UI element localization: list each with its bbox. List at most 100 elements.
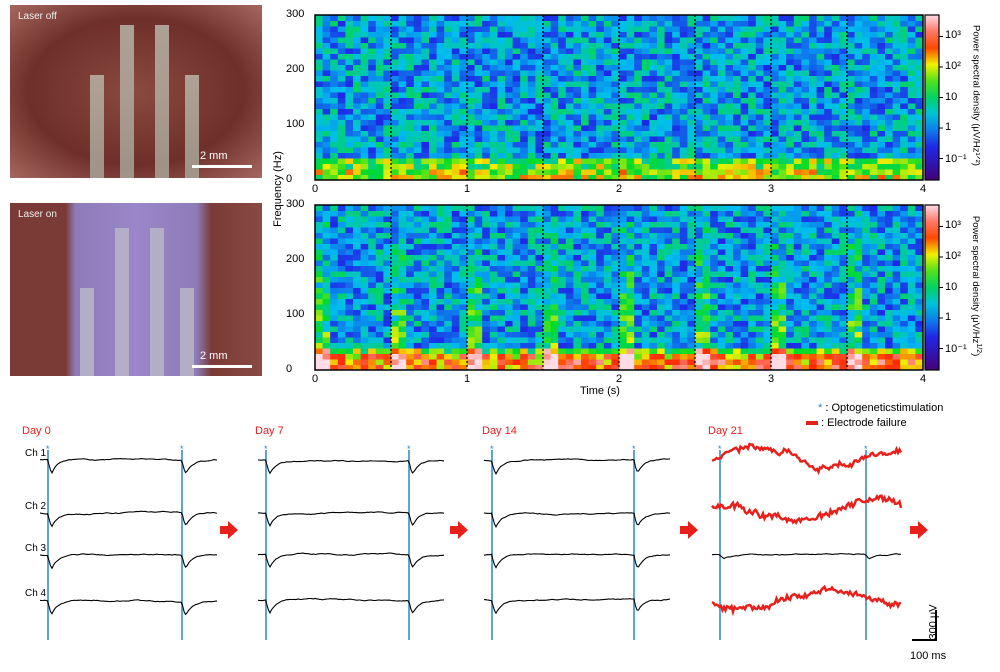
spectrogram-cell	[657, 364, 666, 371]
spectrogram-cell	[809, 119, 818, 126]
spectrogram-cell	[885, 271, 894, 277]
spectrogram-cell	[406, 320, 415, 327]
spectrogram-cell	[497, 326, 506, 332]
spectrogram-cell	[695, 81, 704, 87]
spectrogram-cell	[535, 282, 544, 288]
spectrogram-cell	[801, 271, 810, 277]
spectrogram-cell	[862, 70, 871, 76]
spectrogram-cell	[444, 293, 453, 299]
spectrogram-cell	[717, 238, 726, 244]
spectrogram-cell	[565, 53, 574, 60]
spectrogram-cell	[869, 31, 878, 38]
spectrogram-cell	[436, 81, 445, 87]
spectrogram-cell	[824, 254, 833, 261]
spectrogram-cell	[824, 152, 833, 159]
spectrogram-cell	[512, 15, 521, 21]
spectrogram-cell	[429, 48, 438, 54]
spectrogram-cell	[679, 130, 688, 137]
spectrogram-cell	[862, 136, 871, 142]
spectrogram-cell	[687, 141, 696, 148]
spectrogram-cell	[573, 141, 582, 148]
spectrogram-cell	[459, 205, 468, 211]
spectrogram-cell	[657, 227, 666, 233]
spectrogram-cell	[474, 276, 483, 283]
spectrogram-cell	[322, 293, 331, 299]
spectrogram-cell	[847, 337, 856, 343]
spectrogram-cell	[383, 20, 392, 27]
spectrogram-cell	[869, 15, 878, 21]
spectrogram-cell	[429, 326, 438, 332]
spectrogram-cell	[550, 331, 559, 338]
spectrogram-cell	[451, 337, 460, 343]
spectrogram-cell	[907, 70, 916, 76]
spectrogram-cell	[451, 31, 460, 38]
spectrogram-cell	[550, 64, 559, 71]
spectrogram-cell	[664, 130, 673, 137]
spectrogram-cell	[900, 249, 909, 255]
spectrogram-cell	[573, 158, 582, 164]
spectrogram-cell	[786, 364, 795, 371]
spectrogram-cell	[596, 271, 605, 277]
spectrogram-cell	[322, 136, 331, 142]
spectrogram-cell	[603, 130, 612, 137]
spectrogram-cell	[444, 125, 453, 131]
spectrogram-cell	[353, 42, 362, 49]
spectrogram-cell	[482, 114, 491, 120]
spectrogram-cell	[847, 342, 856, 349]
spectrogram-cell	[322, 97, 331, 104]
probe-shank	[120, 25, 134, 178]
spectrogram-cell	[626, 260, 635, 266]
photo-label: Laser on	[18, 209, 57, 220]
spectrogram-cell	[907, 331, 916, 338]
spectrogram-cell	[474, 15, 483, 21]
spectrogram-cell	[535, 174, 544, 181]
spectrogram-cell	[527, 348, 536, 354]
spectrogram-cell	[398, 70, 407, 76]
spectrogram-cell	[596, 20, 605, 27]
spectrogram-cell	[733, 48, 742, 54]
spectrogram-cell	[725, 92, 734, 98]
spectrogram-cell	[512, 86, 521, 93]
spectrogram-cell	[368, 97, 377, 104]
spectrogram-cell	[877, 331, 886, 338]
spectrogram-cell	[391, 125, 400, 131]
spectrogram-cell	[626, 147, 635, 153]
spectrogram-cell	[489, 42, 498, 49]
spectrogram-cell	[778, 92, 787, 98]
spectrogram-cell	[877, 271, 886, 277]
spectrogram-cell	[687, 315, 696, 321]
spectrogram-cell	[406, 227, 415, 233]
spectrogram-cell	[603, 108, 612, 115]
spectrogram-cell	[345, 238, 354, 244]
spectrogram-cell	[360, 238, 369, 244]
spectrogram-cell	[550, 108, 559, 115]
spectrogram-cell	[847, 304, 856, 310]
spectrogram-cell	[330, 114, 339, 120]
spectrogram-cell	[451, 254, 460, 261]
spectrogram-cell	[383, 331, 392, 338]
spectrogram-cell	[695, 136, 704, 142]
spectrogram-cell	[588, 287, 597, 294]
spectrogram-cell	[482, 249, 491, 255]
spectrogram-cell	[535, 31, 544, 38]
spectrogram-cell	[451, 130, 460, 137]
spectrogram-cell	[885, 119, 894, 126]
spectrogram-cell	[641, 249, 650, 255]
spectrogram-cell	[733, 108, 742, 115]
spectrogram-cell	[801, 174, 810, 181]
spectrogram-cell	[588, 114, 597, 120]
spectrogram-cell	[322, 169, 331, 175]
spectrogram-cell	[755, 163, 764, 170]
spectrogram-cell	[710, 15, 719, 21]
spectrogram-cell	[778, 304, 787, 310]
spectrogram-cell	[778, 174, 787, 181]
spectrogram-cell	[345, 136, 354, 142]
spectrogram-cell	[436, 86, 445, 93]
spectrogram-cell	[786, 309, 795, 316]
spectrogram-cell	[406, 342, 415, 349]
spectrogram-cell	[847, 70, 856, 76]
spectrogram-cell	[801, 119, 810, 126]
spectrogram-cell	[315, 70, 324, 76]
spectrogram-cell	[588, 309, 597, 316]
spectrogram-cell	[702, 119, 711, 126]
